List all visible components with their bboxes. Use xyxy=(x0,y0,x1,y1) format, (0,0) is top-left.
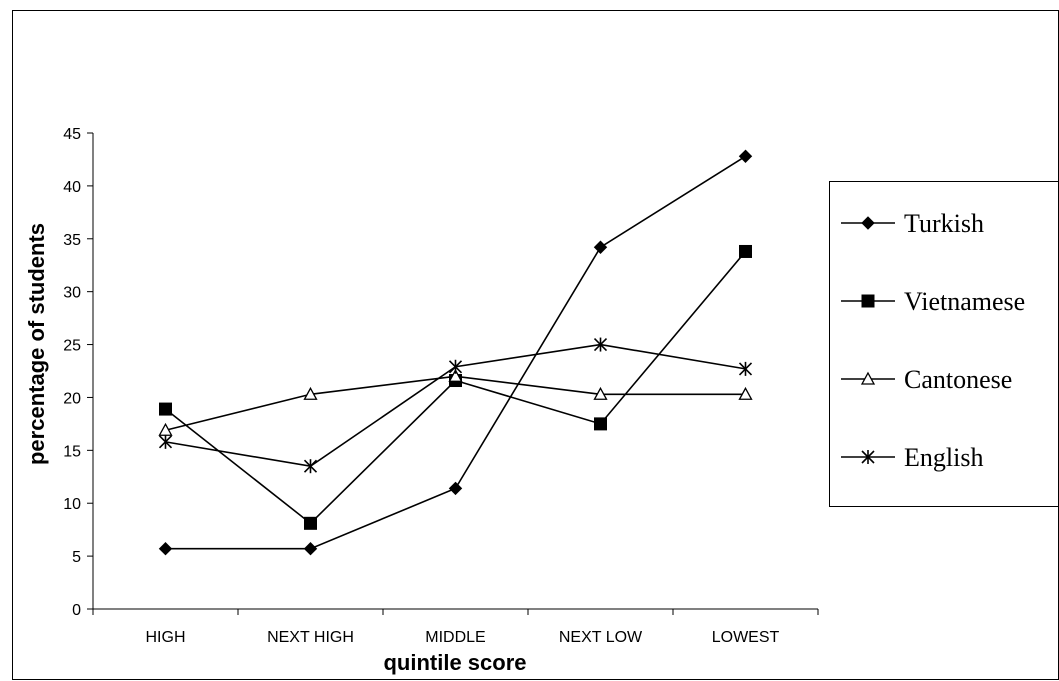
data-point-turkish xyxy=(303,541,318,556)
data-point-vietnamese xyxy=(159,402,172,416)
y-tick-label: 40 xyxy=(63,179,81,196)
y-tick-label: 0 xyxy=(72,602,81,619)
data-point-vietnamese xyxy=(739,244,752,258)
y-tick-label: 5 xyxy=(72,549,81,566)
data-point-turkish xyxy=(158,541,173,556)
data-point-english xyxy=(738,361,753,376)
legend: Turkish Vietnamese Cantonese English xyxy=(829,181,1059,507)
x-tick-label: MIDDLE xyxy=(425,629,485,646)
y-tick-label: 35 xyxy=(63,232,81,249)
y-tick-label: 20 xyxy=(63,390,81,407)
y-tick-label: 30 xyxy=(63,285,81,302)
data-point-english xyxy=(303,459,318,474)
x-tick-label: LOWEST xyxy=(712,629,780,646)
y-tick-label: 15 xyxy=(63,443,81,460)
legend-item-vietnamese: Vietnamese xyxy=(841,287,1025,316)
legend-label: Turkish xyxy=(904,209,984,238)
y-axis-title: percentage of students xyxy=(24,223,49,465)
y-tick-label: 10 xyxy=(63,496,81,513)
data-point-vietnamese xyxy=(304,516,317,530)
series-turkish xyxy=(158,149,753,556)
x-axis-title: quintile score xyxy=(383,650,526,675)
legend-item-cantonese: Cantonese xyxy=(841,365,1012,394)
data-point-cantonese xyxy=(593,386,608,400)
legend-marker-vietnamese xyxy=(861,294,875,308)
data-point-turkish xyxy=(448,481,463,496)
data-point-english xyxy=(158,434,173,449)
legend-marker-english xyxy=(861,450,875,464)
data-point-cantonese xyxy=(738,386,753,400)
data-point-cantonese xyxy=(448,368,463,382)
legend-item-english: English xyxy=(841,443,983,472)
legend-marker-cantonese xyxy=(860,371,876,385)
legend-label: Cantonese xyxy=(904,365,1012,394)
y-tick-label: 45 xyxy=(63,126,81,143)
legend-label: English xyxy=(904,443,983,472)
x-tick-label: HIGH xyxy=(146,629,186,646)
series-layer xyxy=(158,149,753,556)
axes xyxy=(92,133,818,610)
series-english xyxy=(158,337,753,474)
legend-label: Vietnamese xyxy=(904,287,1025,316)
x-tick-label: NEXT LOW xyxy=(559,629,643,646)
data-point-turkish xyxy=(738,149,753,163)
legend-item-turkish: Turkish xyxy=(841,209,984,238)
legend-marker-turkish xyxy=(861,216,875,230)
y-tick-label: 25 xyxy=(63,338,81,355)
data-point-turkish xyxy=(593,240,608,254)
x-axis-ticks: HIGH NEXT HIGH MIDDLE NEXT LOW LOWEST xyxy=(92,609,819,646)
data-point-english xyxy=(593,337,608,352)
x-tick-label: NEXT HIGH xyxy=(267,629,354,646)
data-point-cantonese xyxy=(303,386,318,400)
data-point-vietnamese xyxy=(594,417,607,431)
data-point-english xyxy=(448,359,463,374)
y-axis-ticks: 0 5 10 15 20 25 30 35 40 45 xyxy=(63,126,93,619)
series-cantonese xyxy=(158,368,753,436)
